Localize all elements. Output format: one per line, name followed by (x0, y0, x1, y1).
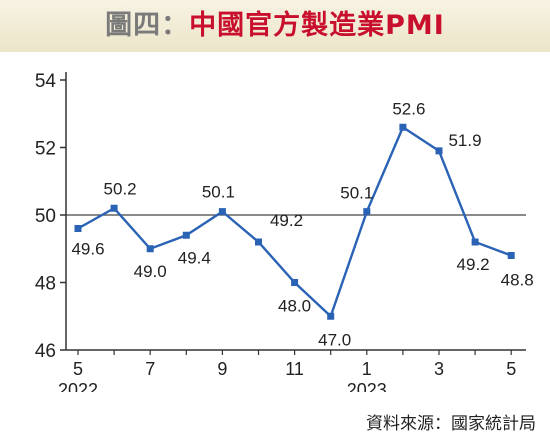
chart-title: 圖四：中國官方製造業PMI (0, 0, 550, 52)
y-tick-label: 46 (35, 341, 56, 362)
y-tick-label: 50 (35, 206, 56, 227)
data-label: 50.1 (202, 183, 235, 202)
data-label: 52.6 (392, 99, 425, 118)
data-point (110, 204, 118, 212)
data-label: 49.2 (270, 211, 303, 230)
source-note: 資料來源：國家統計局 (366, 414, 536, 434)
x-tick-label: 1 (362, 359, 372, 379)
data-point (471, 238, 479, 246)
data-label: 49.2 (457, 255, 490, 274)
data-point (255, 238, 262, 246)
x-year-label: 2022 (58, 380, 98, 392)
data-point (74, 225, 82, 232)
x-tick-label: 5 (506, 359, 516, 379)
x-tick-label: 3 (434, 359, 444, 379)
data-point (182, 231, 190, 239)
y-tick-label: 54 (35, 71, 57, 92)
data-point (435, 147, 443, 155)
data-label: 48.8 (501, 271, 534, 290)
data-label: 50.1 (340, 184, 373, 203)
data-label: 51.9 (448, 131, 481, 150)
y-tick-label: 48 (35, 274, 56, 295)
data-label: 48.0 (278, 297, 311, 316)
data-point (363, 208, 371, 216)
data-point (399, 123, 407, 131)
data-label: 49.4 (178, 248, 211, 267)
x-tick-label: 9 (217, 359, 227, 379)
data-label: 49.6 (71, 240, 104, 259)
title-prefix: 圖四： (105, 10, 190, 41)
x-year-label: 2023 (347, 380, 387, 392)
data-label: 47.0 (318, 330, 351, 349)
data-point (507, 252, 515, 259)
title-main: 中國官方製造業PMI (189, 10, 445, 41)
data-point (327, 312, 335, 320)
data-point (146, 245, 154, 253)
data-label: 50.2 (104, 179, 137, 198)
x-tick-label: 7 (145, 359, 155, 379)
data-label: 49.0 (134, 262, 167, 281)
x-tick-label: 5 (73, 359, 83, 379)
y-tick-label: 52 (35, 139, 56, 160)
data-point (218, 208, 226, 216)
data-point (291, 279, 299, 286)
x-tick-label: 11 (285, 359, 304, 379)
